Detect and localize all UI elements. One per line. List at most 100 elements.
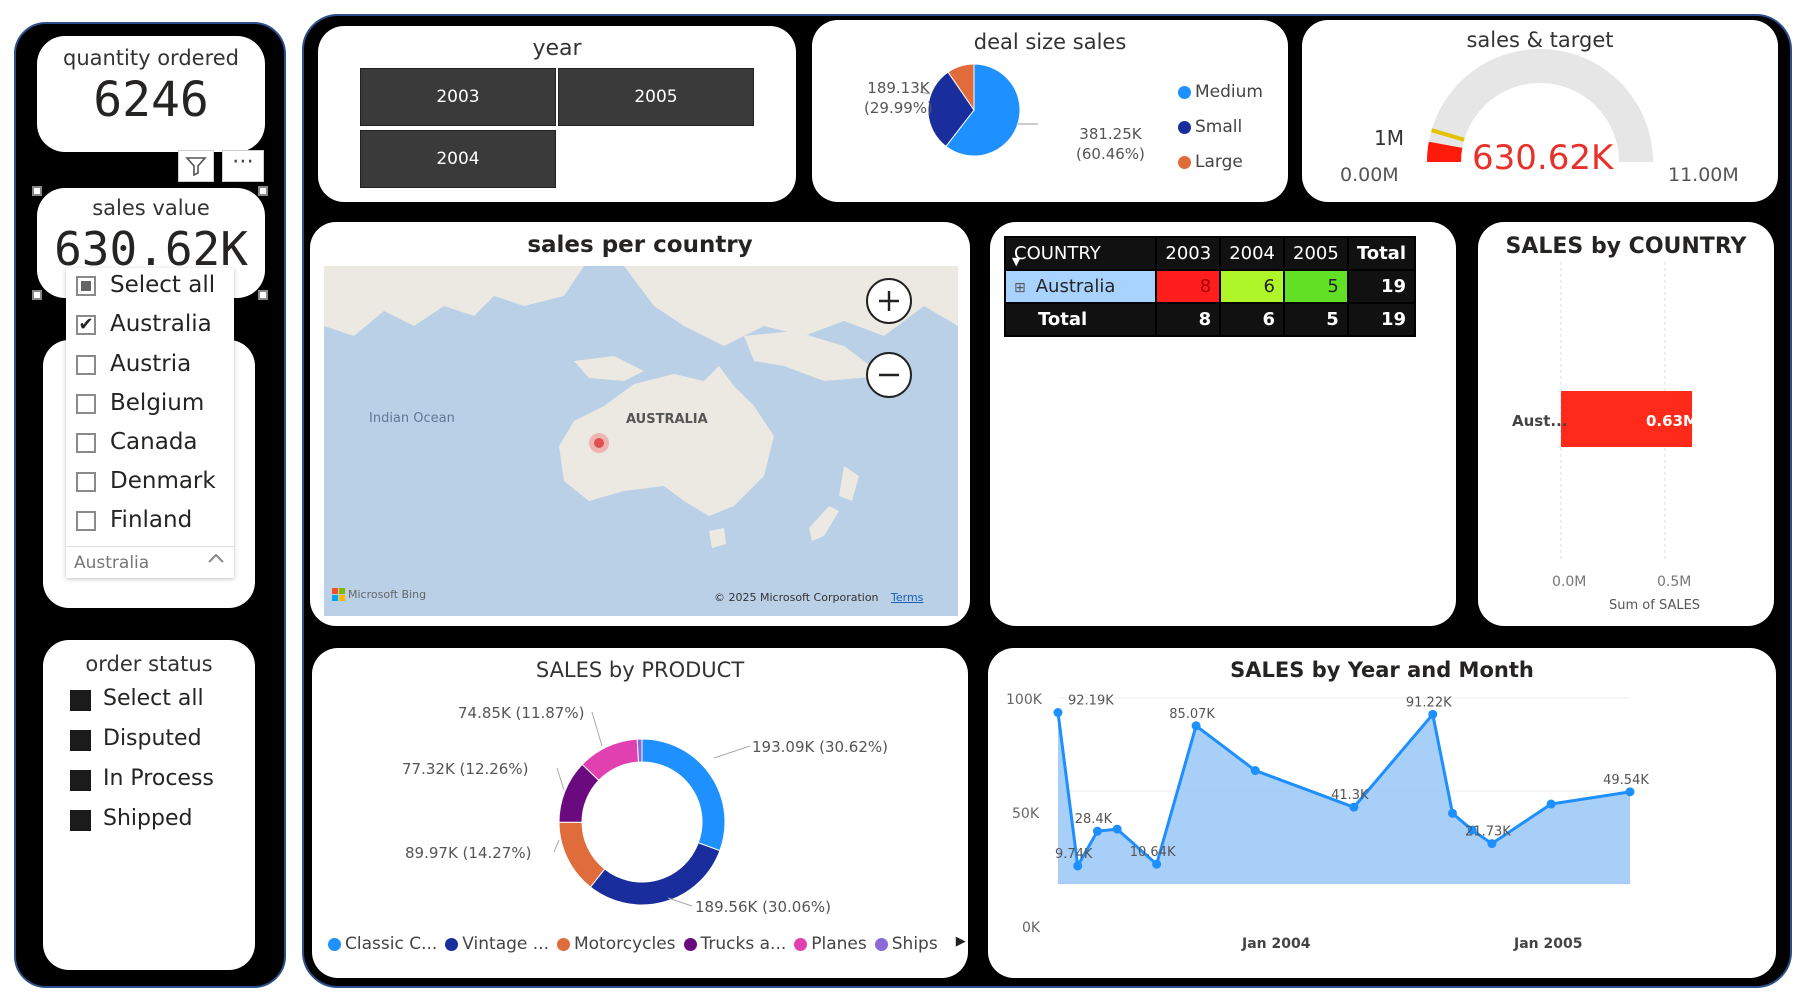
data-point xyxy=(1152,859,1162,869)
checkbox-austria[interactable] xyxy=(76,355,96,375)
data-point xyxy=(1625,787,1635,797)
year-button-2005[interactable]: 2005 xyxy=(558,68,754,126)
data-label: 49.54K xyxy=(1603,773,1649,788)
map-canvas[interactable]: Indian Ocean AUSTRALIA Microsoft Bing © … xyxy=(324,266,958,616)
data-point xyxy=(1250,766,1260,776)
status-checkbox[interactable] xyxy=(70,810,91,831)
matrix-header[interactable]: COUNTRY ▼ xyxy=(1003,236,1158,271)
matrix-header[interactable]: 2004 xyxy=(1219,236,1285,271)
map-terms-link[interactable]: Terms xyxy=(891,591,924,604)
resize-handle[interactable] xyxy=(32,290,42,300)
checkbox-canada[interactable] xyxy=(76,433,96,453)
matrix-card: COUNTRY ▼ 2003 2004 2005 Total ⊞ Australia… xyxy=(990,222,1456,626)
matrix-header[interactable]: 2005 xyxy=(1283,236,1349,271)
filter-icon[interactable] xyxy=(178,150,214,182)
country-bar xyxy=(1561,391,1693,447)
resize-handle[interactable] xyxy=(258,290,268,300)
matrix-header[interactable]: 2003 xyxy=(1155,236,1222,271)
sales-by-product-card: SALES by PRODUCT 193.09K (30.62%) 189.56… xyxy=(312,648,968,978)
map-copyright: © 2025 Microsoft Corporation xyxy=(714,591,879,604)
status-checkbox[interactable] xyxy=(70,770,91,791)
y-tick: 100K xyxy=(1006,692,1042,708)
expand-icon[interactable]: ⊞ xyxy=(1014,280,1026,296)
donut-leader-line xyxy=(667,897,693,907)
sort-down-icon[interactable]: ▼ xyxy=(1012,255,1021,268)
slicer-title: year xyxy=(532,36,582,61)
data-point xyxy=(1546,799,1556,809)
gauge-target-marker xyxy=(1431,128,1465,142)
legend-label: Motorcycles xyxy=(573,934,676,954)
kpi-value: 6246 xyxy=(93,72,209,128)
resize-handle[interactable] xyxy=(32,186,42,196)
checkbox-select-all[interactable] xyxy=(76,276,96,296)
chart-title: SALES by COUNTRY xyxy=(1505,234,1747,259)
option-label: Australia xyxy=(110,311,212,337)
checkbox-australia[interactable]: ✔ xyxy=(76,315,96,335)
checkbox-denmark[interactable] xyxy=(76,472,96,492)
status-checkbox[interactable] xyxy=(70,690,91,711)
legend-next-arrow-icon[interactable]: ▶ xyxy=(955,934,966,949)
zoom-out-button[interactable] xyxy=(866,352,912,398)
pie-label-medium: 381.25K (60.46%) xyxy=(1076,125,1145,163)
gauge-track xyxy=(1427,49,1653,163)
header-text: COUNTRY xyxy=(1014,243,1101,264)
legend-item: Large xyxy=(1178,152,1243,172)
data-point xyxy=(1053,708,1063,718)
donut-leader-line xyxy=(556,767,565,791)
y-tick: 0K xyxy=(1022,920,1041,936)
legend-dot xyxy=(1178,85,1191,99)
checkbox-finland[interactable] xyxy=(76,511,96,531)
chart-title: SALES by Year and Month xyxy=(1230,658,1534,682)
gauge-target-label: 1M xyxy=(1374,126,1404,150)
legend-item: Medium xyxy=(1178,82,1263,102)
matrix-cell: 19 xyxy=(1346,269,1417,304)
legend-item: Small xyxy=(1178,117,1242,137)
data-label: 9.74K xyxy=(1055,847,1093,862)
matrix-cell: 5 xyxy=(1283,302,1349,337)
country-dropdown[interactable]: Select all ✔ Australia Austria Belgium C… xyxy=(66,268,234,578)
quantity-ordered-card: quantity ordered 6246 xyxy=(37,36,265,152)
x-tick: 0.5M xyxy=(1657,574,1692,590)
chevron-up-icon[interactable] xyxy=(206,549,226,569)
data-point xyxy=(1467,825,1477,835)
donut-label: 74.85K (11.87%) xyxy=(458,704,585,722)
map-land-svg xyxy=(324,266,958,548)
checkbox-belgium[interactable] xyxy=(76,394,96,414)
year-slicer: year 2003 2005 2004 xyxy=(318,26,796,202)
data-label: 91.22K xyxy=(1406,695,1452,710)
option-label: Finland xyxy=(110,507,193,533)
data-point xyxy=(1428,709,1438,719)
minus-icon xyxy=(879,373,899,377)
option-label: Austria xyxy=(110,351,192,377)
data-point xyxy=(1112,824,1122,834)
dropdown-selected[interactable]: Australia xyxy=(66,546,234,578)
matrix-header[interactable]: Total xyxy=(1346,236,1417,271)
legend-dot xyxy=(1178,120,1191,134)
year-button-2003[interactable]: 2003 xyxy=(360,68,556,126)
legend-item: Planes xyxy=(794,934,867,954)
matrix-total-label: Total xyxy=(1003,302,1158,337)
donut-leader-line xyxy=(591,711,603,747)
data-point xyxy=(1487,839,1497,849)
matrix-row-header[interactable]: ⊞ Australia xyxy=(1003,269,1158,304)
legend-dot xyxy=(328,937,341,951)
chart-title: SALES by PRODUCT xyxy=(535,658,745,682)
slicer-title: order status xyxy=(85,652,213,676)
status-checkbox[interactable] xyxy=(70,730,91,751)
x-axis-label: Sum of SALES xyxy=(1609,598,1701,613)
deal-size-slice xyxy=(947,63,975,112)
more-options-icon[interactable]: ⋯ xyxy=(222,150,264,182)
legend-label: Classic C... xyxy=(345,934,438,954)
product-slice xyxy=(558,821,606,888)
year-button-2004[interactable]: 2004 xyxy=(360,130,556,188)
matrix-cell: 19 xyxy=(1346,302,1417,337)
data-label: 92.19K xyxy=(1068,694,1114,709)
map-ocean-label: Indian Ocean xyxy=(369,411,455,426)
legend-item: Ships xyxy=(874,934,938,954)
zoom-in-button[interactable] xyxy=(866,278,912,324)
legend-dot xyxy=(874,937,888,951)
legend-dot xyxy=(556,937,570,951)
map-country-label: AUSTRALIA xyxy=(626,412,708,427)
resize-handle[interactable] xyxy=(258,186,268,196)
matrix-cell: 5 xyxy=(1283,269,1349,304)
